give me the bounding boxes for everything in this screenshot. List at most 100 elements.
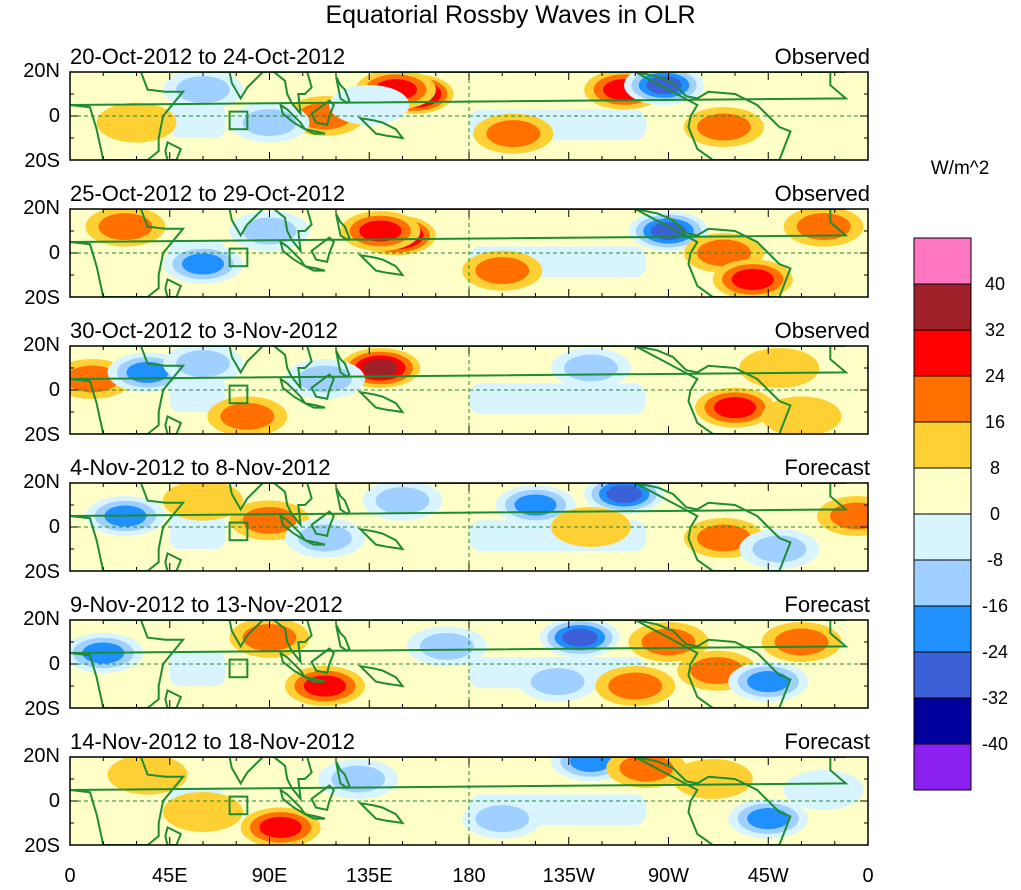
colorbar-swatch [913,237,972,285]
land-outline [310,99,335,126]
panel-date-label: 14-Nov-2012 to 18-Nov-2012 [70,729,355,754]
olr-anomaly-contour [696,113,751,141]
colorbar-label: -16 [981,596,1008,616]
land-outline [357,390,405,414]
coastlines [70,757,849,845]
olr-anomaly-contour [696,524,751,552]
olr-anomaly-contour [359,220,402,242]
latitude-label: 20N [23,745,60,767]
colorbar-label: 24 [984,366,1006,386]
land-outline [272,757,313,803]
weak-negative-band [169,102,226,138]
land-outline [335,486,351,516]
land-outline [220,209,265,238]
land-outline [304,265,326,272]
land-outline [304,813,326,820]
olr-anomaly-contour [747,808,790,830]
latitude-label: 20S [24,561,60,583]
panel-status-label: Observed [774,44,870,69]
olr-anomaly-contour [486,120,541,148]
land-outline [634,346,792,434]
land-outline [272,346,313,392]
latitude-label: 20N [23,334,60,356]
land-outline [335,349,351,379]
longitude-label: 45W [747,865,789,887]
land-outline [310,236,335,263]
olr-anomaly-contour [650,222,687,240]
latitude-label: 20S [24,150,60,172]
anomaly-layer [70,620,842,706]
olr-anomaly-contour [107,757,188,795]
land-outline [335,212,351,242]
longitude-label: 135E [345,865,393,887]
latitude-label: 20S [24,424,60,446]
coastlines [70,346,849,434]
panel-map [69,756,869,846]
olr-anomaly-contour [176,76,230,104]
panel-map [69,482,869,572]
longitude-label: 0 [862,865,874,887]
olr-anomaly-contour [761,396,842,434]
panel-status-label: Observed [774,318,870,343]
longitude-label: 135W [542,865,595,887]
panel-date-label: 9-Nov-2012 to 13-Nov-2012 [70,592,343,617]
colorbar-label: 32 [984,320,1006,340]
land-outline [272,72,313,118]
colorbar-swatch [913,605,972,653]
olr-anomaly-contour [475,257,530,285]
panel-map [69,71,869,161]
latitude-label: 0 [48,790,60,812]
land-outline [357,527,405,551]
olr-anomaly-contour [569,757,613,772]
olr-anomaly-contour [562,628,598,647]
land-outline [70,483,849,571]
olr-anomaly-contour [731,268,774,290]
colorbar-label: 16 [984,412,1006,432]
longitude-label: 90W [647,865,690,887]
land-outline [357,664,405,688]
land-outline [304,676,326,683]
land-outline [634,620,792,708]
olr-anomaly-contour [672,759,753,799]
colorbar-label: -24 [981,642,1008,662]
olr-anomaly-contour [774,628,829,656]
land-outline [164,551,183,571]
latitude-label: 0 [48,516,60,538]
olr-anomaly-contour [242,624,297,652]
olr-anomaly-contour [220,402,275,430]
olr-anomaly-contour [242,217,297,245]
land-outline [164,825,183,845]
panel-map [69,619,869,709]
colorbar-swatch [913,743,972,791]
latitude-label: 20N [23,60,60,82]
colorbar-label: -32 [981,688,1008,708]
land-outline [335,760,351,790]
latitude-label: 0 [48,242,60,264]
land-outline [304,402,326,409]
olr-anomaly-contour [419,632,474,660]
land-outline [310,647,335,674]
land-outline [335,75,351,105]
colorbar-swatch [913,651,972,699]
olr-anomaly-contour [181,253,225,275]
land-outline [310,784,335,811]
olr-anomaly-contour [752,535,807,563]
colorbar-swatch [913,513,972,561]
olr-anomaly-contour [375,487,430,515]
latitude-label: 0 [48,379,60,401]
olr-anomaly-contour [747,671,790,693]
latitude-label: 20N [23,197,60,219]
olr-anomaly-contour [606,485,642,503]
colorbar-label: 40 [984,274,1006,294]
latitude-label: 20S [24,835,60,857]
panel-date-label: 30-Oct-2012 to 3-Nov-2012 [70,318,338,343]
latitude-label: 0 [48,653,60,675]
olr-anomaly-contour [646,76,682,95]
coastlines [70,620,849,708]
land-outline [310,373,335,400]
colorbar-swatch [913,283,972,331]
land-outline [304,128,326,135]
olr-anomaly-contour [96,102,177,143]
panel-status-label: Forecast [784,455,870,480]
